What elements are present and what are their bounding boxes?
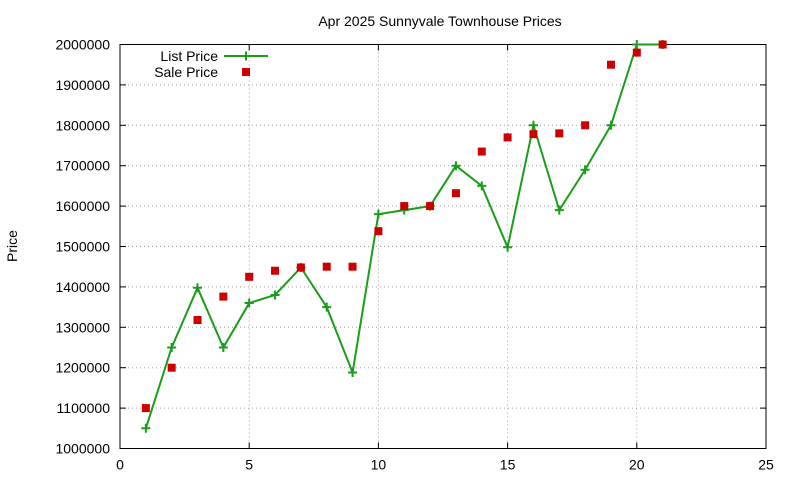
- list-price-point: [606, 120, 616, 130]
- sale-price-point: [374, 227, 383, 236]
- sale-price-point: [503, 133, 512, 142]
- legend-label-list-price: List Price: [160, 48, 218, 64]
- sale-price-point: [348, 262, 357, 271]
- sale-price-point: [219, 292, 228, 301]
- sale-price-point: [193, 316, 202, 325]
- y-tick-label: 1500000: [55, 239, 110, 255]
- list-price-point: [451, 161, 461, 171]
- x-tick-label: 15: [500, 457, 516, 473]
- sale-price-point: [477, 147, 486, 156]
- sale-price-point: [167, 363, 176, 372]
- y-tick-label: 1900000: [55, 77, 110, 93]
- legend-marker-list-price: [241, 51, 251, 61]
- y-tick-label: 1800000: [55, 117, 110, 133]
- list-price-point: [322, 302, 332, 312]
- list-price-point: [141, 423, 151, 433]
- plot-frame: [119, 44, 767, 449]
- list-price-point: [244, 298, 254, 308]
- list-price-point: [528, 120, 538, 130]
- sale-price-point: [581, 121, 590, 130]
- sale-price-point: [296, 263, 305, 272]
- x-tick-label: 20: [629, 457, 645, 473]
- list-price-point: [632, 40, 642, 49]
- list-price-point: [554, 205, 564, 215]
- list-price-point: [503, 242, 513, 252]
- y-tick-label: 1100000: [57, 400, 111, 416]
- legend-swatch-sale-price: [242, 68, 250, 76]
- sale-price-series: [141, 40, 667, 413]
- x-tick-label: 25: [758, 457, 774, 473]
- y-tick-label: 1600000: [55, 198, 110, 214]
- y-tick-label: 1700000: [55, 158, 110, 174]
- sale-price-point: [271, 266, 280, 275]
- sale-price-point: [141, 404, 150, 413]
- sale-price-point: [606, 60, 615, 69]
- list-price-series: [141, 40, 668, 433]
- legend-label-sale-price: Sale Price: [154, 64, 218, 80]
- sale-price-point: [632, 48, 641, 57]
- list-price-point: [218, 343, 228, 352]
- list-price-point: [348, 368, 358, 378]
- sale-price-point: [400, 202, 409, 211]
- sale-price-point: [322, 262, 331, 271]
- sale-price-point: [426, 202, 435, 211]
- y-tick-label: 1300000: [55, 319, 110, 335]
- series: [141, 40, 668, 433]
- list-price-point: [580, 165, 590, 175]
- x-tick-label: 0: [116, 457, 124, 473]
- chart-title: Apr 2025 Sunnyvale Townhouse Prices: [318, 13, 561, 29]
- list-price-point: [270, 290, 280, 300]
- list-price-point: [167, 343, 177, 352]
- sale-price-point: [529, 130, 538, 139]
- axis-ticks: 1000000 1100000 1200000 1300000 1400000 15000…: [55, 37, 774, 473]
- x-tick-label: 5: [245, 457, 253, 473]
- sale-price-point: [451, 189, 460, 198]
- x-tick-label: 10: [371, 457, 387, 473]
- list-price-point: [193, 283, 203, 293]
- sale-price-point: [555, 129, 564, 138]
- sale-price-point: [658, 40, 667, 49]
- y-axis-label: Price: [4, 230, 20, 262]
- y-tick-label: 1000000: [55, 441, 110, 457]
- list-price-point: [477, 181, 487, 191]
- grid: [120, 44, 766, 449]
- y-tick-label: 2000000: [55, 37, 110, 53]
- y-tick-label: 1400000: [55, 279, 110, 295]
- list-price-point: [373, 209, 383, 219]
- sale-price-point: [245, 272, 254, 281]
- list-price-line: [144, 43, 663, 429]
- y-tick-label: 1200000: [55, 360, 110, 376]
